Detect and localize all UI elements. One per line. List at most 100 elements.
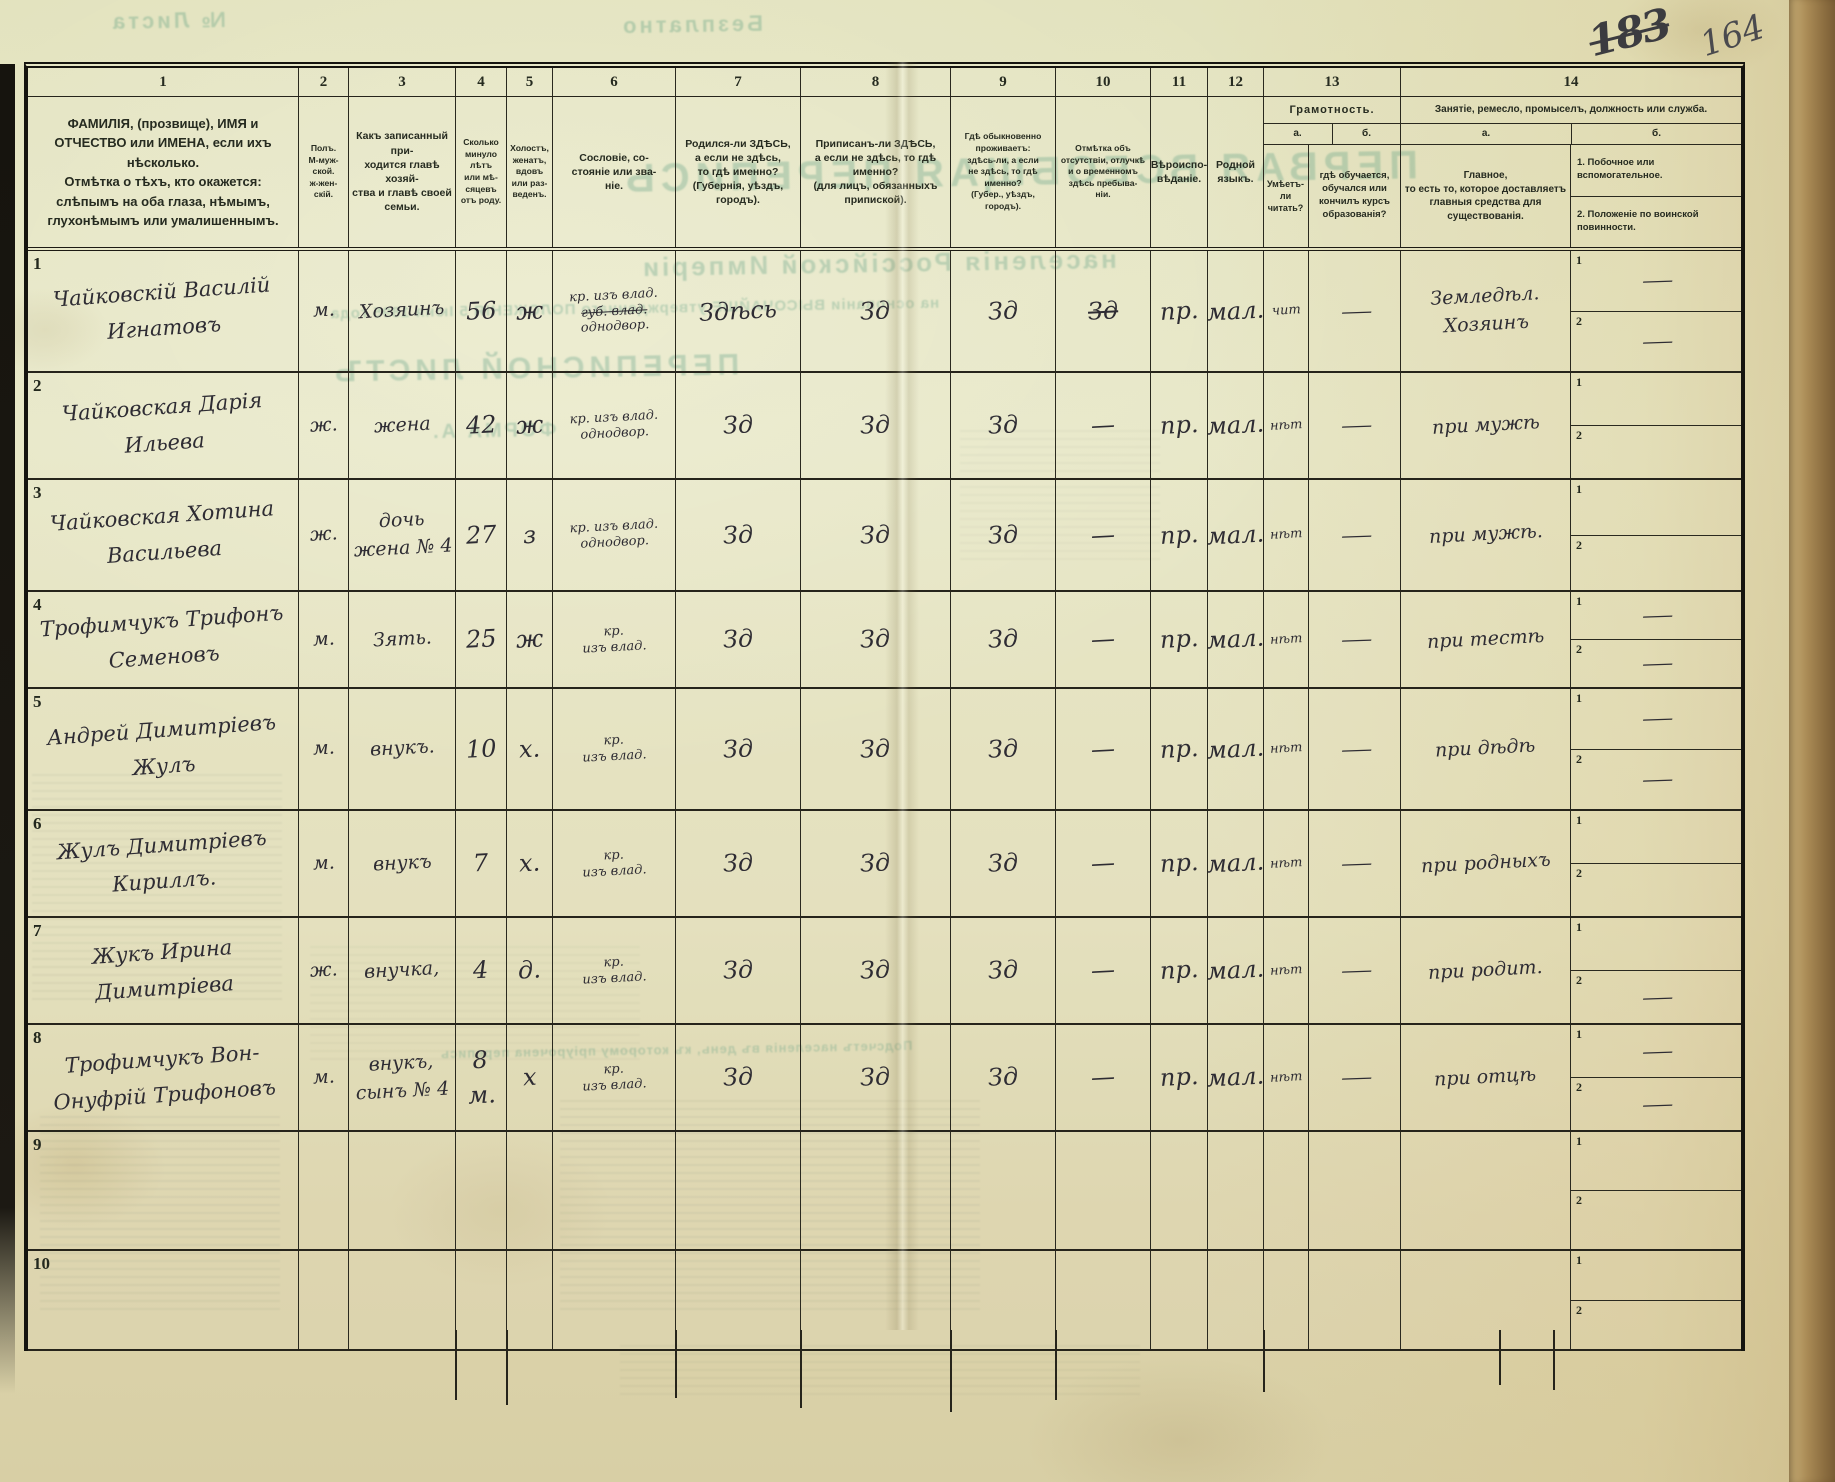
marital-handwriting: з <box>522 520 537 549</box>
relation-handwriting: жена <box>373 412 431 438</box>
estate-cell <box>553 1251 676 1349</box>
military-duty-sub-2: 2 <box>1571 1191 1741 1249</box>
page-numbers: 183 164 <box>1583 0 1769 66</box>
dash-handwriting: — <box>1641 1091 1671 1116</box>
person-row-8: 8 Трофимчукъ Вон- Онуфрій Трифоновъ м. внук… <box>28 1025 1741 1132</box>
sex-handwriting: м. <box>311 736 335 760</box>
row-number: 9 <box>33 1135 42 1154</box>
occupation-cell: при тестѣ <box>1401 592 1571 687</box>
sex-cell <box>299 1132 349 1249</box>
header-occupation-side: 1. Побочное или вспомогательное. <box>1571 145 1741 197</box>
col-number-6: 6 <box>553 68 676 96</box>
header-marital: Холостъ, женатъ, вдовъ или раз- веденъ. <box>507 97 553 247</box>
header-residence: Гдѣ обыкновенно проживаетъ: здѣсь-ли, а … <box>951 97 1056 247</box>
relation-cell <box>349 1251 456 1349</box>
military-duty-sub-2: 2 <box>1571 864 1741 916</box>
residence-cell <box>951 1132 1056 1249</box>
birthplace-cell: Зд <box>676 373 801 478</box>
age-handwriting: 7 <box>472 848 490 878</box>
name-cell: 2 Чайковская Дарія Ильева <box>28 373 299 478</box>
dash-handwriting: — <box>1641 705 1671 731</box>
religion-cell: пр. <box>1151 373 1208 478</box>
occupation-handwriting: при мужѣ. <box>1428 520 1543 549</box>
handwriting: Зд <box>859 955 892 985</box>
absence-cell: — <box>1056 373 1151 478</box>
relation-cell: Хозяинъ <box>349 251 456 371</box>
name-cell: 5 Андрей Димитріевъ Жулъ <box>28 689 299 809</box>
estate-line: изъ влад. <box>581 861 647 881</box>
handwriting: — <box>1090 955 1116 985</box>
literacy-handwriting: нѣт <box>1269 630 1303 648</box>
relation-cell: внукъ, сынъ № 4 <box>349 1025 456 1130</box>
marital-cell: д. <box>507 918 553 1023</box>
age-cell: 56 <box>456 251 507 371</box>
literacy-handwriting: нѣт <box>1269 961 1303 979</box>
relation-cell: дочь жена № 4 <box>349 480 456 590</box>
language-cell <box>1208 1132 1264 1249</box>
handwriting: Зд <box>722 519 754 550</box>
age-handwriting: 8 м. <box>467 1045 497 1110</box>
person-row-1: 1 Чайковскій Василій Игнатовъ м. Хозяинъ 56 ж… <box>28 251 1741 373</box>
estate-cell: кр. изъ влад. губ. влад. однодвор. <box>553 251 676 371</box>
header-birthplace: Родился-ли ЗДѢСЬ, а если не здѣсь, то гд… <box>676 97 801 247</box>
education-handwriting: — <box>1339 522 1370 547</box>
handwriting: — <box>1090 624 1116 654</box>
handwriting: Зд <box>987 1062 1019 1092</box>
handwriting: пр. <box>1159 1062 1199 1093</box>
side-occupation-sub-1: 1 <box>1571 480 1741 536</box>
age-cell: 27 <box>456 480 507 590</box>
literacy-handwriting: нѣт <box>1269 416 1303 434</box>
age-handwriting: 56 <box>464 295 497 326</box>
estate-handwriting: кр. изъ влад. <box>581 846 647 881</box>
age-cell: 42 <box>456 373 507 478</box>
dash-handwriting: — <box>1641 984 1671 1009</box>
religion-cell: пр. <box>1151 592 1208 687</box>
handwriting: Зд <box>987 519 1019 550</box>
sex-handwriting: м. <box>311 298 335 322</box>
sex-cell: м. <box>299 689 349 809</box>
education-handwriting: — <box>1339 626 1370 652</box>
side-occupation-cell: 1—2— <box>1571 689 1741 809</box>
relation-handwriting: Хозяинъ <box>358 297 446 324</box>
side-occupation-sub-1: 1 <box>1571 1132 1741 1191</box>
line-stub <box>950 1330 952 1412</box>
sex-handwriting: м. <box>311 1065 335 1089</box>
line-stub <box>800 1330 802 1408</box>
occupation-handwriting: при родит. <box>1427 955 1544 984</box>
literacy-handwriting: чит <box>1271 302 1301 319</box>
printed-sub-label: 2 <box>1576 973 1582 987</box>
handwriting: Зд <box>722 733 754 764</box>
age-cell: 10 <box>456 689 507 809</box>
printed-sub-label: 2 <box>1576 642 1582 656</box>
dash-handwriting: — <box>1641 328 1671 354</box>
relation-cell: внучка, <box>349 918 456 1023</box>
estate-line: кр. <box>603 623 625 640</box>
row-number: 6 <box>33 814 42 833</box>
header-row: ФАМИЛІЯ, (прозвище), ИМЯ и ОТЧЕСТВО или … <box>28 97 1741 251</box>
relation-handwriting: внукъ. <box>369 735 435 761</box>
marital-cell: ж <box>507 373 553 478</box>
sex-cell: ж. <box>299 373 349 478</box>
literacy-handwriting: нѣт <box>1269 526 1303 544</box>
sex-cell: м. <box>299 592 349 687</box>
language-cell: мал. <box>1208 689 1264 809</box>
occupation-cell: при родныхъ <box>1401 811 1571 916</box>
residence-cell: Зд <box>951 480 1056 590</box>
absence-cell: — <box>1056 480 1151 590</box>
military-duty-sub-2: 2 <box>1571 536 1741 591</box>
absence-cell: Зд <box>1056 251 1151 371</box>
side-occupation-cell: 1—2— <box>1571 1025 1741 1130</box>
sex-handwriting: ж. <box>309 958 338 982</box>
header-occupation-main: Главное, то есть то, которое доставляетъ… <box>1401 145 1571 247</box>
estate-cell: кр. изъ влад. <box>553 1025 676 1130</box>
marital-handwriting: ж <box>515 295 544 326</box>
col-number-5: 5 <box>507 68 553 96</box>
education-handwriting: — <box>1339 1064 1370 1090</box>
printed-sub-label: 2 <box>1576 1080 1582 1094</box>
col-number-12: 12 <box>1208 68 1264 96</box>
education-handwriting: — <box>1339 298 1370 323</box>
estate-cell: кр. изъ влад. <box>553 689 676 809</box>
header-registered: Приписанъ-ли ЗДѢСЬ, а если не здѣсь, то … <box>801 97 951 247</box>
relation-handwriting: внукъ <box>372 850 432 876</box>
